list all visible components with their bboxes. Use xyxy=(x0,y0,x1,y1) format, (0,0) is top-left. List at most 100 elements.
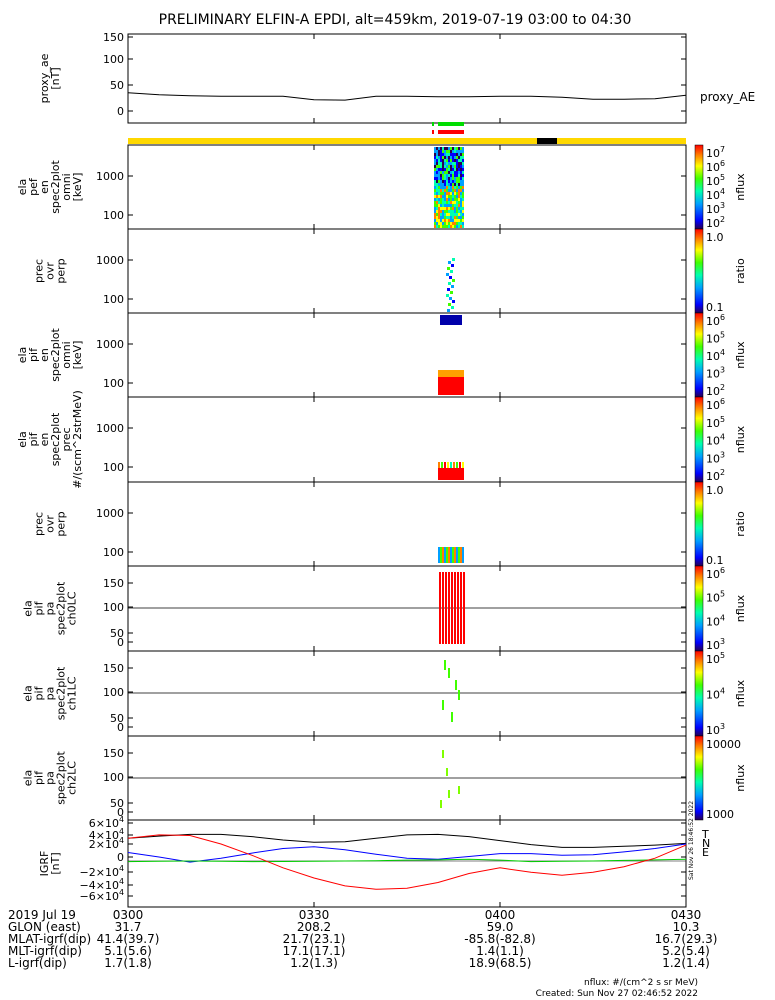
spec-pixel xyxy=(452,165,454,168)
spec-pixel xyxy=(451,306,454,309)
spec-pixel xyxy=(452,207,454,210)
spec-pixel xyxy=(436,162,438,165)
spec-pixel xyxy=(452,195,454,198)
spec-pixel xyxy=(450,225,452,228)
spec-pixel xyxy=(448,156,450,159)
panel-stack: proxy_ae[nT]150100500elapefenspec2plotom… xyxy=(16,31,755,908)
spec-pixel xyxy=(434,177,436,180)
spec-pixel xyxy=(450,165,452,168)
spec-pixel xyxy=(452,174,454,177)
ytick-label: 100 xyxy=(103,771,124,784)
spec-pixel xyxy=(452,162,454,165)
spec-pixel xyxy=(450,168,452,171)
spec-pixel xyxy=(462,225,464,228)
colorbar-tick: 104 xyxy=(706,687,725,702)
colorbar-tick: 0.1 xyxy=(706,554,724,567)
spec-pixel xyxy=(446,168,448,171)
spec-pixel xyxy=(452,183,454,186)
spec-pixel xyxy=(458,690,460,700)
ylabel-line: pif xyxy=(33,770,46,785)
spec-pixel xyxy=(438,162,440,165)
spec-pixel xyxy=(448,168,450,171)
spec-pixel xyxy=(452,222,454,225)
spec-pixel xyxy=(440,180,442,183)
colorbar xyxy=(694,735,704,821)
ytick-label: 100 xyxy=(103,209,124,222)
spec-pixel xyxy=(460,183,462,186)
ylabel-line: ovr xyxy=(44,262,57,280)
spec-pixel xyxy=(444,171,446,174)
spec-pixel xyxy=(444,159,446,162)
spec-pixel xyxy=(446,768,448,776)
spec-pixel xyxy=(460,213,462,216)
spec-pixel xyxy=(448,668,450,678)
spec-pixel xyxy=(448,147,450,150)
spec-pixel xyxy=(449,276,452,279)
spec-pixel xyxy=(456,462,458,468)
spectrogram-data xyxy=(434,147,465,808)
colorbar-tick: 104 xyxy=(706,433,725,448)
ylabel-line: omni xyxy=(60,341,73,368)
spec-pixel xyxy=(434,189,436,192)
ytick-label: 150 xyxy=(103,31,124,44)
spec-pixel xyxy=(452,210,454,213)
spec-pixel xyxy=(448,204,450,207)
ephemeris-value: 1.2(1.3) xyxy=(290,956,338,970)
ytick-label: 150 xyxy=(103,747,124,760)
spec-pixel xyxy=(436,159,438,162)
spec-pixel xyxy=(447,462,449,468)
spec-pixel xyxy=(436,192,438,195)
spec-pixel xyxy=(452,204,454,207)
status-bar xyxy=(128,138,686,144)
spec-pixel xyxy=(452,279,455,282)
spec-pixel xyxy=(446,159,448,162)
spec-pixel xyxy=(447,288,450,291)
spec-pixel xyxy=(454,186,456,189)
ylabel-line: ela xyxy=(16,179,29,196)
spec-pixel xyxy=(444,156,446,159)
ytick-label: 2×104 xyxy=(89,836,124,851)
ylabel-line: spec2plot xyxy=(55,666,68,720)
panel-frame xyxy=(127,819,687,908)
spec-pixel xyxy=(462,159,464,162)
ephemeris-label: GLON (east) xyxy=(8,920,81,934)
spec-pixel xyxy=(450,147,452,150)
spec-pixel xyxy=(434,192,436,195)
spec-pixel xyxy=(444,204,446,207)
panel-frame xyxy=(127,396,687,483)
spec-pixel xyxy=(444,195,446,198)
flag-red xyxy=(438,130,464,134)
spec-pixel xyxy=(458,156,460,159)
spec-pixel xyxy=(456,147,458,150)
spec-pixel xyxy=(454,165,456,168)
spec-pixel xyxy=(438,213,440,216)
colorbar-label: nflux xyxy=(734,594,747,622)
colorbar xyxy=(694,565,704,652)
spec-pixel xyxy=(436,156,438,159)
colorbar-tick: 105 xyxy=(706,331,725,346)
spec-pixel xyxy=(460,162,462,165)
ylabel-line: [keV] xyxy=(71,173,84,202)
ylabel-line: ch1LC xyxy=(66,676,79,710)
spec-pixel xyxy=(442,159,444,162)
spec-pixel xyxy=(453,462,455,468)
spec-pixel xyxy=(450,177,452,180)
spec-pixel xyxy=(438,156,440,159)
spec-pixel xyxy=(452,180,454,183)
spec-pixel xyxy=(442,700,444,710)
spec-pixel xyxy=(460,150,462,153)
spec-pixel xyxy=(436,219,438,222)
spec-pixel xyxy=(436,150,438,153)
spec-pixel xyxy=(456,213,458,216)
spec-pixel xyxy=(458,165,460,168)
spec-pixel xyxy=(447,267,450,270)
spec-pixel xyxy=(442,216,444,219)
spec-pixel xyxy=(444,207,446,210)
spec-pixel xyxy=(448,180,450,183)
spec-pixel xyxy=(452,225,454,228)
ylabel-line: prec xyxy=(33,259,46,283)
ephemeris-value: 31.7 xyxy=(115,920,142,934)
spec-pixel xyxy=(442,201,444,204)
spec-pixel xyxy=(450,204,452,207)
